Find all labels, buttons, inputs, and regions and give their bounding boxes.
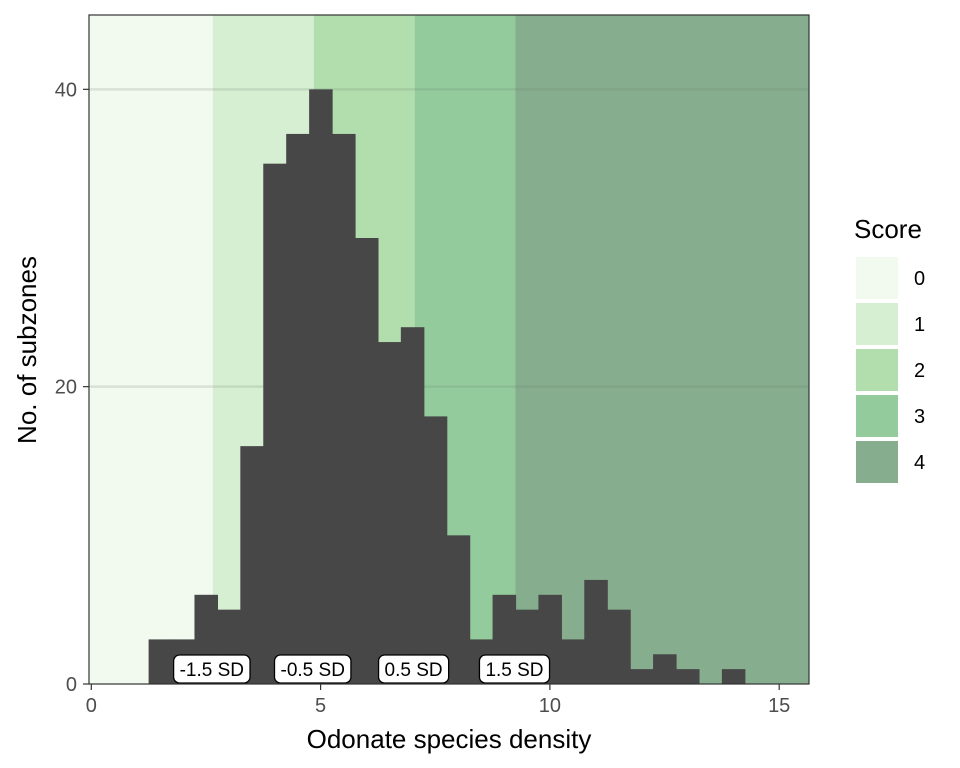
x-tick-label: 15 [768,695,790,717]
histogram-bars [148,89,746,685]
legend-key-1 [856,303,898,345]
histogram-bar [607,609,631,684]
y-axis: 0 20 40 [55,79,89,696]
histogram-bar [240,446,264,684]
x-tick-label: 0 [86,695,97,717]
sd-label: -0.5 SD [273,654,352,684]
legend-label: 1 [914,314,925,336]
histogram-bar [630,669,654,684]
x-tick-label: 10 [539,695,561,717]
sd-label: 1.5 SD [478,654,551,684]
legend-key-3 [856,395,898,437]
gridlines [89,88,809,388]
histogram-bar [446,535,471,684]
sd-label-text: -1.5 SD [180,660,244,681]
legend-label: 2 [914,360,925,382]
histogram-bar [423,416,448,684]
histogram-bar [309,89,333,685]
legend-label: 3 [914,406,925,428]
histogram-bar [676,669,700,684]
legend-key-4 [856,441,898,483]
sd-label-text: 0.5 SD [385,660,443,681]
histogram-bar [400,327,425,684]
histogram-bar [584,579,608,684]
histogram-bar [354,238,379,684]
histogram-bar [332,133,356,684]
sd-label: -1.5 SD [172,654,251,684]
sd-annotations: -1.5 SD -0.5 SD 0.5 SD 1.5 SD [172,654,551,684]
y-axis-title: No. of subzones [12,256,42,444]
sd-label: 0.5 SD [377,654,450,684]
x-axis-title: Odonate species density [307,724,592,754]
y-tick-label: 20 [55,377,77,399]
histogram-bar [561,639,585,684]
legend-key-0 [856,257,898,299]
sd-label-text: 1.5 SD [485,660,543,681]
sd-label-box [377,654,450,684]
sd-label-text: -0.5 SD [281,660,345,681]
histogram-bar [286,133,310,684]
sd-label-box [273,654,352,684]
sd-label-box [172,654,251,684]
histogram-bar [721,669,746,684]
score-bands [89,15,809,684]
score-band-0 [89,15,213,684]
histogram-bar [148,639,173,684]
x-tick-label: 5 [315,695,326,717]
x-axis: 0 5 10 15 [86,684,790,717]
histogram-bar [653,654,677,684]
panel-border [88,14,810,685]
legend-key-2 [856,349,898,391]
legend-title: Score [854,214,922,244]
histogram-bar [377,342,402,684]
legend-label: 0 [914,268,925,290]
legend-label: 4 [914,452,925,474]
y-tick-label: 40 [55,79,77,101]
y-tick-label: 0 [66,674,77,696]
sd-label-box [478,654,551,684]
legend: Score 0 1 2 3 4 [854,214,925,483]
score-band-4 [515,15,809,684]
histogram-bar [263,163,287,684]
